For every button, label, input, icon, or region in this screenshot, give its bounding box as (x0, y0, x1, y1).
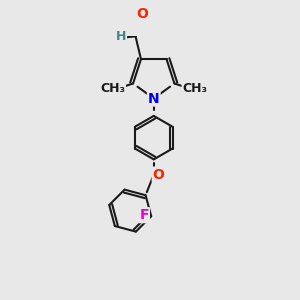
Text: O: O (136, 7, 148, 20)
Text: CH₃: CH₃ (100, 82, 125, 95)
Text: F: F (140, 208, 149, 222)
Text: CH₃: CH₃ (183, 82, 208, 95)
Text: H: H (116, 30, 126, 44)
Text: N: N (148, 92, 160, 106)
Text: O: O (153, 168, 165, 182)
